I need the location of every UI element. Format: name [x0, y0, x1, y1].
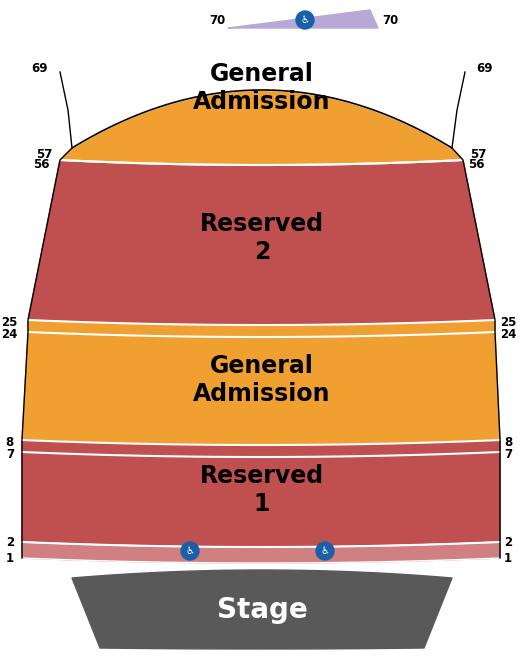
Text: 25: 25	[500, 316, 517, 328]
Text: 8: 8	[504, 436, 512, 448]
Circle shape	[316, 542, 334, 560]
Text: ♿: ♿	[186, 546, 194, 556]
Polygon shape	[22, 332, 500, 445]
Text: 70: 70	[209, 13, 225, 27]
Text: 70: 70	[382, 13, 398, 27]
Text: General
Admission: General Admission	[193, 354, 331, 406]
Text: 1: 1	[504, 551, 512, 565]
Polygon shape	[60, 90, 463, 165]
Text: 69: 69	[32, 62, 48, 74]
Text: 56: 56	[468, 157, 485, 170]
Text: Reserved
1: Reserved 1	[200, 464, 324, 516]
Text: 8: 8	[6, 436, 14, 448]
Text: General
Admission: General Admission	[193, 62, 331, 114]
Text: 69: 69	[476, 62, 492, 74]
Circle shape	[181, 542, 199, 560]
Polygon shape	[72, 570, 452, 649]
Text: 24: 24	[500, 328, 517, 342]
Polygon shape	[28, 320, 495, 337]
Text: 24: 24	[2, 328, 18, 342]
Text: 2: 2	[504, 535, 512, 549]
Polygon shape	[228, 10, 378, 28]
Polygon shape	[22, 452, 500, 547]
Text: 7: 7	[504, 448, 512, 462]
Polygon shape	[22, 440, 500, 457]
Polygon shape	[28, 160, 495, 325]
Text: 1: 1	[6, 551, 14, 565]
Text: 56: 56	[34, 157, 50, 170]
Circle shape	[296, 11, 314, 29]
Text: 2: 2	[6, 535, 14, 549]
Text: Reserved
2: Reserved 2	[200, 212, 324, 264]
Polygon shape	[22, 542, 500, 563]
Text: ♿: ♿	[321, 546, 329, 556]
Text: 57: 57	[470, 147, 486, 161]
Text: 25: 25	[2, 316, 18, 328]
Text: ♿: ♿	[301, 15, 309, 25]
Text: 57: 57	[36, 147, 52, 161]
Text: Stage: Stage	[217, 596, 307, 624]
Text: 7: 7	[6, 448, 14, 462]
